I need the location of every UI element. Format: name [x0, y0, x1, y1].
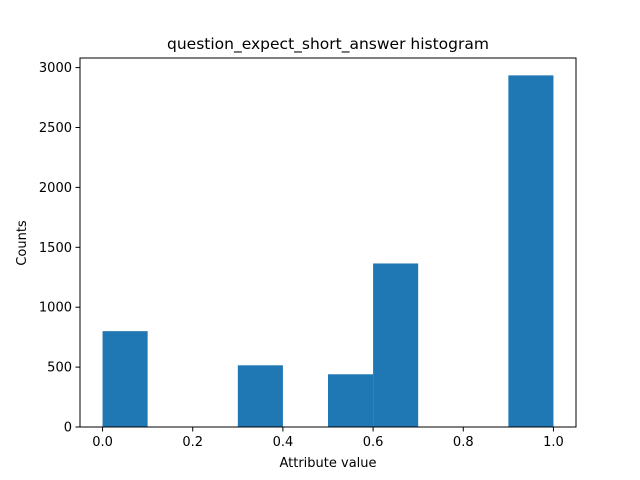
x-tick-label: 0.6 [363, 435, 384, 450]
x-axis-label: Attribute value [279, 456, 376, 471]
x-axis: 0.0 0.2 0.4 0.6 0.8 1.0 [92, 427, 564, 450]
y-tick-label: 3000 [39, 61, 72, 76]
y-tick-label: 2500 [39, 121, 72, 136]
x-tick-label: 1.0 [543, 435, 564, 450]
histogram-bar-9 [508, 75, 554, 427]
chart-title: question_expect_short_answer histogram [167, 35, 489, 54]
bars-group [102, 75, 554, 427]
y-axis-label: Counts [15, 220, 30, 266]
x-tick-label: 0.8 [453, 435, 474, 450]
y-tick-label: 2000 [39, 181, 72, 196]
y-tick-label: 500 [47, 361, 72, 376]
y-tick-label: 0 [64, 421, 72, 436]
x-tick-label: 0.4 [273, 435, 294, 450]
histogram-bar-5 [328, 374, 374, 427]
y-tick-label: 1500 [39, 241, 72, 256]
histogram-bar-0 [102, 331, 148, 427]
histogram-bar-6 [373, 263, 419, 427]
y-axis: 0 500 1000 1500 2000 2500 3000 [39, 61, 80, 436]
plot-frame [79, 57, 577, 428]
x-tick-label: 0.0 [92, 435, 113, 450]
x-tick-label: 0.2 [182, 435, 203, 450]
y-tick-label: 1000 [39, 301, 72, 316]
histogram-bar-3 [237, 365, 283, 427]
